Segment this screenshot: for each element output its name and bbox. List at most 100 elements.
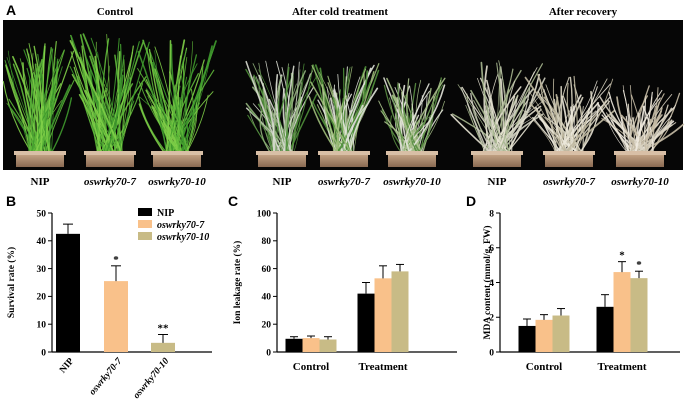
plant-pot-rim — [84, 151, 136, 155]
plant-leaf — [170, 104, 191, 155]
plant-leaf — [50, 97, 73, 155]
plant-6 — [378, 77, 446, 167]
plant-leaf — [259, 110, 272, 155]
plant-5 — [308, 63, 380, 167]
plant-leaf — [511, 98, 518, 155]
plant-leaf — [311, 65, 341, 155]
plant-leaf — [569, 110, 577, 155]
x-tick-label: Control — [526, 361, 562, 373]
plant-leaf — [137, 93, 169, 155]
plant-pot-rim — [14, 151, 66, 155]
plant-leaf — [402, 90, 430, 155]
legend-swatch — [138, 208, 152, 216]
bar-oswrky70-7 — [104, 281, 128, 352]
bar-NIP-control — [285, 338, 303, 352]
plant-leaf — [31, 78, 57, 155]
plant-leaf — [292, 111, 301, 155]
bar-oswrky70-7-treatment — [374, 278, 392, 352]
plant-leaf — [490, 107, 532, 155]
plant-leaf — [545, 84, 580, 155]
plant-leaf — [101, 38, 110, 155]
plant-8 — [523, 73, 616, 167]
chart-ion-leakage: 0 20 40 60 80 100 Ion leakage rate (%) Control T… — [232, 209, 457, 373]
plant-label: oswrky70-7 — [318, 176, 370, 188]
bar-oswrky70-10-control — [552, 315, 570, 352]
panel-a-header-control: Control — [97, 6, 133, 18]
y-tick-label: 0 — [266, 348, 271, 358]
plant-pot — [388, 153, 436, 167]
plant-leaf — [142, 39, 182, 155]
significance-mark: * — [619, 250, 625, 262]
plant-leaf — [480, 61, 502, 155]
plant-pot — [16, 153, 64, 167]
plant-leaf — [467, 103, 489, 155]
x-tick-label: oswrky70-10 — [132, 356, 172, 401]
legend-swatch — [138, 232, 152, 240]
plant-leaf — [532, 116, 564, 155]
plant-leaf — [345, 92, 353, 155]
plant-label: NIP — [488, 176, 507, 188]
bar-NIP — [56, 233, 80, 352]
plant-photo — [2, 20, 685, 170]
significance-mark: * — [113, 254, 119, 266]
plant-pot-rim — [256, 151, 308, 155]
plant-leaf — [76, 75, 103, 155]
plant-leaf — [472, 108, 502, 155]
plant-leaf — [79, 56, 99, 155]
plant-leaf — [644, 93, 665, 155]
plant-leaf — [177, 100, 182, 155]
plant-leaf — [332, 96, 351, 155]
plant-leaf — [402, 77, 446, 155]
plant-leaf — [477, 77, 505, 155]
plant-7 — [450, 60, 546, 167]
plant-drawings — [2, 33, 685, 167]
plant-leaf — [106, 45, 134, 155]
bar-NIP-control — [518, 325, 536, 352]
bar-oswrky70-7-treatment — [613, 272, 631, 352]
plant-leaf — [308, 96, 339, 155]
plant-leaf — [473, 100, 506, 155]
plant-leaf — [84, 89, 115, 155]
plant-pot-rim — [386, 151, 438, 155]
plant-3 — [137, 39, 217, 167]
x-tick-label: Treatment — [358, 361, 407, 373]
plant-1 — [2, 41, 75, 167]
plant-leaf — [564, 109, 616, 155]
plant-leaf — [310, 81, 353, 155]
plant-leaf — [164, 99, 183, 155]
plant-leaf — [321, 84, 343, 155]
plant-leaf — [484, 101, 543, 155]
plant-leaf — [326, 86, 349, 155]
plant-leaf — [634, 105, 646, 155]
panel-c-letter: C — [228, 193, 238, 209]
plant-leaf — [568, 106, 584, 155]
significance-mark: * — [636, 259, 642, 271]
plant-pot-rim — [614, 151, 666, 155]
chart-survival-rate: 0 10 20 30 40 50 Survival rate (%) NIP * oswrky70… — [6, 208, 212, 401]
y-tick-label: 80 — [262, 237, 272, 247]
plant-pot — [473, 153, 521, 167]
plant-leaf — [497, 63, 544, 155]
panel-a-letter: A — [6, 2, 16, 18]
x-tick-label: oswrky70-7 — [88, 356, 125, 398]
plant-leaf — [486, 87, 493, 155]
plant-leaf — [283, 65, 295, 155]
y-tick-label: 50 — [37, 209, 47, 219]
plant-label: oswrky70-10 — [148, 176, 206, 188]
plant-leaf — [409, 85, 415, 155]
plant-leaf — [380, 110, 416, 155]
plant-leaf — [137, 50, 168, 155]
chart-mda-content: 0 2 4 6 8 MDA content (mmol/g, FW) Control * * Tr… — [482, 209, 680, 373]
plant-leaf — [628, 84, 633, 155]
plant-label: oswrky70-7 — [543, 176, 595, 188]
plant-pot — [616, 153, 664, 167]
plant-leaf — [539, 78, 567, 155]
legend-label: oswrky70-7 — [157, 220, 205, 231]
significance-mark: ** — [158, 322, 170, 334]
plant-leaf — [270, 80, 281, 155]
plant-label: NIP — [273, 176, 292, 188]
plant-leaf — [415, 79, 422, 155]
plant-leaf — [182, 54, 198, 155]
y-tick-label: 2 — [489, 314, 494, 324]
